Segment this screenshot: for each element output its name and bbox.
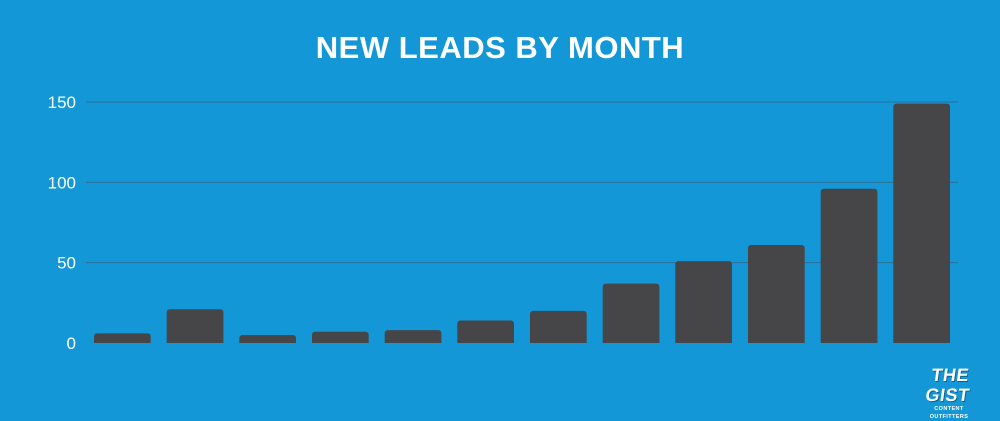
y-tick-label: 150 (48, 93, 76, 112)
y-tick-label: 50 (57, 254, 76, 273)
bar (166, 309, 224, 343)
gridlines (86, 101, 958, 264)
bars (94, 103, 950, 343)
bar (94, 333, 151, 343)
bar (602, 283, 660, 343)
y-tick-label: 100 (48, 173, 76, 192)
bar (384, 330, 442, 343)
bar (820, 188, 878, 343)
brand-logo: THE GIST CONTENT OUTFITTERS (917, 365, 981, 420)
bar (312, 331, 369, 343)
y-tick-label: 0 (67, 334, 76, 353)
bar (893, 103, 950, 343)
bar (748, 245, 805, 343)
bar (530, 310, 587, 343)
y-axis-ticks: 0 50 100 150 (48, 93, 76, 353)
brand-logo-name: THE GIST (924, 365, 971, 405)
bar (675, 261, 732, 343)
bar (457, 320, 514, 343)
bar (239, 335, 296, 343)
chart-title: NEW LEADS BY MONTH (315, 30, 685, 65)
brand-logo-tagline: CONTENT OUTFITTERS (929, 406, 969, 420)
